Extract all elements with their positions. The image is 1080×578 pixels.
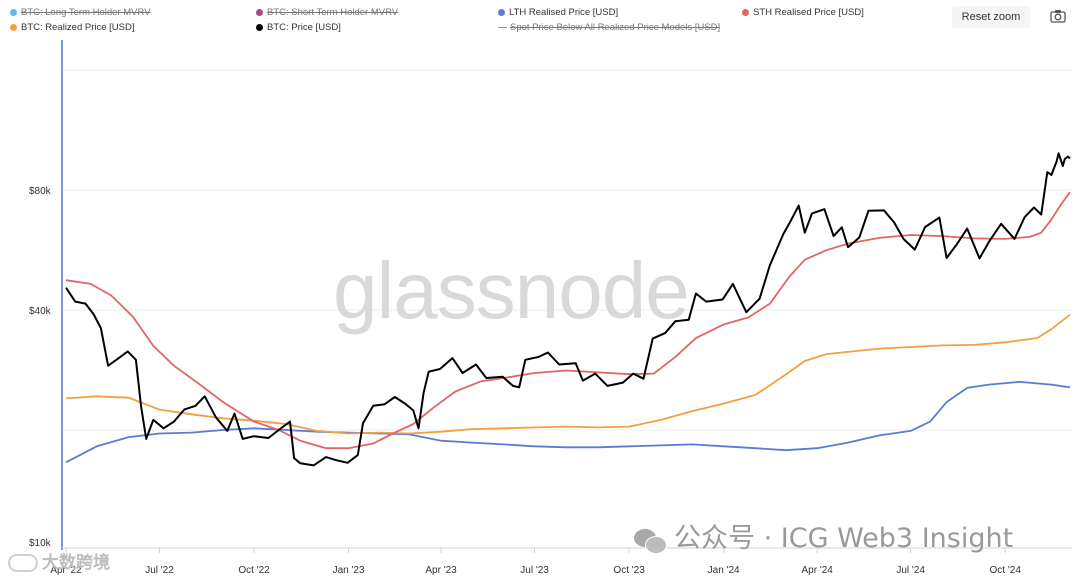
legend-label: LTH Realised Price [USD] — [509, 7, 619, 18]
x-tick-label: Apr '24 — [801, 565, 833, 576]
x-tick-label: Oct '24 — [990, 565, 1022, 576]
corner-watermark: 大数跨境 — [8, 548, 110, 573]
chart-legend: BTC: Long Term Holder MVRV BTC: Short Ter… — [0, 0, 940, 40]
camera-icon[interactable] — [1050, 9, 1066, 23]
legend-item[interactable]: BTC: Realized Price [USD] — [10, 22, 135, 33]
series-layer — [65, 152, 1071, 467]
series-line-sth-realised-price-usd[interactable] — [65, 191, 1071, 450]
x-tick-label: Jul '22 — [145, 565, 174, 576]
legend-item[interactable]: BTC: Long Term Holder MVRV — [10, 7, 151, 18]
legend-dot — [256, 9, 263, 16]
legend-dot — [10, 9, 17, 16]
wechat-text: 公众号 · ICG Web3 Insight — [674, 523, 1014, 554]
wechat-icon — [632, 526, 668, 554]
y-tick-label: $40k — [29, 306, 52, 317]
x-tick-label: Jul '24 — [896, 565, 925, 576]
legend-label: BTC: Short Term Holder MVRV — [267, 7, 399, 18]
glassnode-watermark: glassnode — [333, 246, 689, 335]
legend-item[interactable]: BTC: Short Term Holder MVRV — [256, 7, 398, 18]
y-axis-ticks: $10k $40k $80k — [29, 186, 52, 549]
corner-logo-icon — [8, 554, 38, 572]
legend-dot — [256, 24, 263, 31]
reset-zoom-button[interactable]: Reset zoom — [952, 6, 1030, 28]
x-tick-label: Oct '23 — [613, 565, 645, 576]
x-tick-label: Jul '23 — [520, 565, 549, 576]
series-line-lth-realised-price-usd[interactable] — [65, 381, 1071, 464]
legend-item[interactable]: Spot Price Below All Realized Price Mode… — [498, 22, 720, 33]
legend-dot — [10, 24, 17, 31]
x-tick-label: Apr '23 — [425, 565, 457, 576]
x-axis-ticks: Apr '22 Jul '22 Oct '22 Jan '23 Apr '23 Jul '… — [50, 548, 1021, 576]
legend-label: BTC: Long Term Holder MVRV — [21, 7, 151, 18]
x-tick-label: Apr '22 — [50, 565, 82, 576]
series-line-btc-realized-price-usd[interactable] — [65, 314, 1071, 435]
series-line-btc-price-usd[interactable] — [65, 152, 1071, 467]
y-tick-label: $80k — [29, 186, 52, 197]
legend-item[interactable]: STH Realised Price [USD] — [742, 7, 864, 18]
legend-label: STH Realised Price [USD] — [753, 7, 864, 18]
corner-text: 大数跨境 — [42, 553, 110, 573]
legend-item[interactable]: LTH Realised Price [USD] — [498, 7, 618, 18]
y-tick-label: $10k — [29, 538, 52, 549]
x-tick-label: Jan '23 — [333, 565, 365, 576]
legend-label: BTC: Realized Price [USD] — [21, 22, 135, 33]
legend-label: Spot Price Below All Realized Price Mode… — [510, 22, 721, 33]
legend-dot — [498, 9, 505, 16]
legend-dot — [742, 9, 749, 16]
x-tick-label: Oct '22 — [238, 565, 270, 576]
x-tick-label: Jan '24 — [708, 565, 740, 576]
wechat-watermark: 公众号 · ICG Web3 Insight — [632, 516, 1013, 555]
legend-line-swatch — [498, 27, 507, 28]
legend-label: BTC: Price [USD] — [267, 22, 341, 33]
legend-item[interactable]: BTC: Price [USD] — [256, 22, 341, 33]
